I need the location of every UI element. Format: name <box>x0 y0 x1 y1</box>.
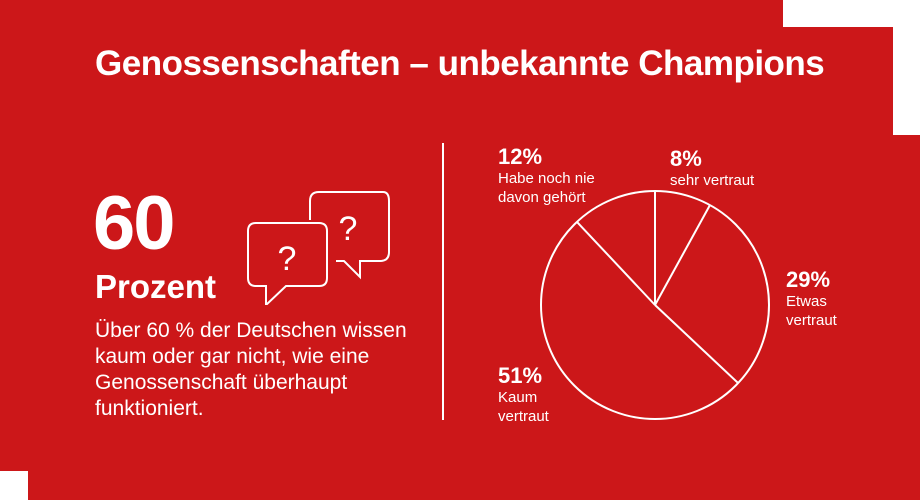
slice-text: Etwas vertraut <box>786 293 837 329</box>
stat-value: 60 <box>93 181 176 266</box>
page-title: Genossenschaften – unbekannte Champions <box>95 44 825 83</box>
slice-text: Kaum vertraut <box>498 389 549 425</box>
divider <box>442 143 444 420</box>
slice-percent: 51% <box>498 363 543 388</box>
corner-block <box>0 471 28 500</box>
corner-block <box>893 0 920 135</box>
slice-percent: 8% <box>670 146 702 171</box>
speech-bubbles-question-icon: ? ? <box>247 191 390 305</box>
slice-text: sehr vertraut <box>670 172 755 189</box>
stat-unit: Prozent <box>95 268 217 305</box>
svg-text:?: ? <box>278 240 297 278</box>
slice-percent: 12% <box>498 144 543 169</box>
slice-label-somewhat-familiar: 29% Etwas vertraut <box>786 268 856 330</box>
svg-text:?: ? <box>339 210 358 248</box>
pie-slice-boundary <box>576 221 656 306</box>
slice-label-barely-familiar: 51% Kaum vertraut <box>498 364 568 426</box>
stat-description: Über 60 % der Deutschen wissen kaum oder… <box>95 319 407 420</box>
pie-slice-boundary <box>654 304 739 384</box>
slice-label-very-familiar: 8% sehr vertraut <box>670 147 754 190</box>
slice-label-never-heard: 12% Habe noch nie davon gehört <box>498 145 608 207</box>
pie-slice-boundary <box>654 204 711 306</box>
slice-text: Habe noch nie davon gehört <box>498 170 595 206</box>
slice-percent: 29% <box>786 267 831 292</box>
